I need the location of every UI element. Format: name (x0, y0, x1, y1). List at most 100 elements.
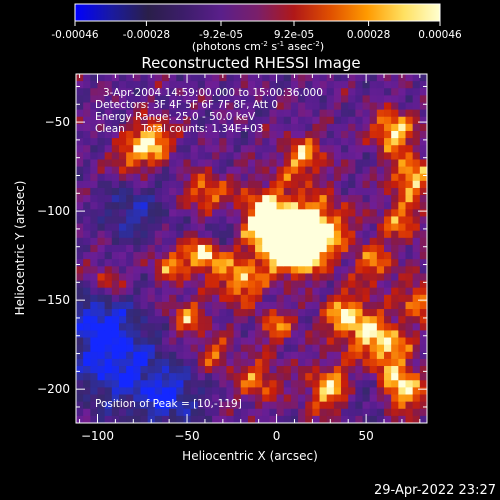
heatmap-cell (413, 338, 421, 346)
heatmap-cell (277, 74, 285, 82)
heatmap-cell (305, 395, 313, 403)
heatmap-cell (398, 245, 406, 253)
heatmap-cell (406, 395, 414, 403)
heatmap-cell (83, 380, 91, 388)
heatmap-cell (97, 181, 105, 189)
heatmap-cell (83, 195, 91, 203)
heatmap-cell (183, 380, 191, 388)
heatmap-cell (234, 266, 242, 274)
heatmap-cell (234, 273, 242, 281)
heatmap-cell (112, 338, 120, 346)
heatmap-cell (327, 88, 335, 96)
heatmap-cell (226, 231, 234, 239)
heatmap-cell (269, 159, 277, 167)
heatmap-cell (284, 380, 292, 388)
heatmap-cell (219, 338, 227, 346)
heatmap-cell (169, 152, 177, 160)
heatmap-cell (284, 323, 292, 331)
heatmap-cell (327, 387, 335, 395)
heatmap-cell (277, 152, 285, 160)
heatmap-cell (255, 330, 263, 338)
heatmap-cell (420, 266, 428, 274)
heatmap-cell (370, 88, 378, 96)
heatmap-cell (398, 373, 406, 381)
heatmap-cell (391, 102, 399, 110)
heatmap-cell (248, 159, 256, 167)
heatmap-cell (262, 395, 270, 403)
heatmap-cell (327, 159, 335, 167)
heatmap-cell (226, 281, 234, 289)
heatmap-cell (155, 330, 163, 338)
heatmap-cell (255, 395, 263, 403)
heatmap-cell (384, 117, 392, 125)
heatmap-cell (83, 281, 91, 289)
heatmap-cell (348, 174, 356, 182)
heatmap-cell (133, 224, 141, 232)
heatmap-cell (291, 395, 299, 403)
heatmap-cell (312, 238, 320, 246)
heatmap-cell (148, 238, 156, 246)
heatmap-cell (112, 273, 120, 281)
heatmap-cell (277, 195, 285, 203)
heatmap-cell (284, 359, 292, 367)
heatmap-cell (384, 209, 392, 217)
heatmap-cell (234, 309, 242, 317)
heatmap-cell (162, 338, 170, 346)
heatmap-cell (341, 159, 349, 167)
heatmap-cell (377, 366, 385, 374)
heatmap-cell (291, 238, 299, 246)
heatmap-cell (291, 316, 299, 324)
heatmap-cell (140, 231, 148, 239)
heatmap-cell (183, 345, 191, 353)
heatmap-cell (384, 302, 392, 310)
heatmap-cell (133, 352, 141, 360)
heatmap-cell (226, 188, 234, 196)
heatmap-cell (291, 266, 299, 274)
heatmap-cell (205, 387, 213, 395)
heatmap-cell (384, 281, 392, 289)
heatmap-cell (291, 124, 299, 132)
chart-title: Reconstructed RHESSI Image (141, 54, 360, 72)
heatmap-cell (83, 181, 91, 189)
heatmap-cell (226, 359, 234, 367)
heatmap-cell (176, 416, 184, 424)
heatmap-cell (226, 209, 234, 217)
heatmap-cell (219, 352, 227, 360)
heatmap-cell (420, 74, 428, 82)
heatmap-cell (198, 74, 206, 82)
heatmap-cell (406, 224, 414, 232)
heatmap-cell (155, 174, 163, 182)
heatmap-cell (241, 345, 249, 353)
heatmap-cell (133, 245, 141, 253)
heatmap-cell (370, 345, 378, 353)
heatmap-cell (205, 309, 213, 317)
heatmap-cell (391, 95, 399, 103)
heatmap-cell (327, 245, 335, 253)
heatmap-cell (126, 330, 134, 338)
heatmap-cell (298, 238, 306, 246)
heatmap-cell (370, 195, 378, 203)
heatmap-cell (76, 302, 84, 310)
heatmap-cell (162, 266, 170, 274)
heatmap-cell (334, 238, 342, 246)
heatmap-cell (162, 224, 170, 232)
heatmap-cell (148, 295, 156, 303)
heatmap-cell (226, 159, 234, 167)
heatmap-cell (398, 216, 406, 224)
heatmap-cell (384, 231, 392, 239)
heatmap-cell (291, 181, 299, 189)
heatmap-cell (391, 245, 399, 253)
heatmap-cell (277, 338, 285, 346)
heatmap-cell (205, 416, 213, 424)
heatmap-cell (355, 259, 363, 267)
heatmap-cell (413, 309, 421, 317)
heatmap-cell (112, 209, 120, 217)
colorbar-tick-label: -0.00028 (123, 29, 170, 41)
heatmap-cell (284, 352, 292, 360)
heatmap-cell (334, 380, 342, 388)
heatmap-cell (119, 288, 127, 296)
heatmap-cell (262, 259, 270, 267)
heatmap-cell (234, 366, 242, 374)
heatmap-cell (320, 152, 328, 160)
